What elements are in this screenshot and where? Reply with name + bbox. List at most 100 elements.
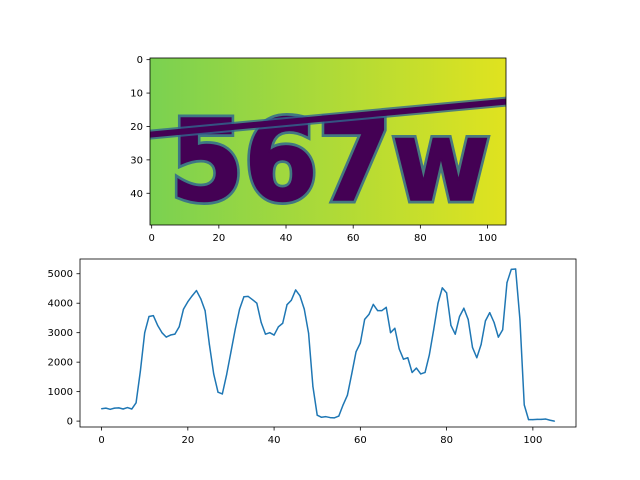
data-point (312, 385, 314, 387)
data-point (282, 322, 284, 324)
data-point (329, 416, 331, 419)
data-point (467, 318, 469, 321)
data-point (450, 324, 452, 326)
data-point (100, 408, 103, 410)
line-y-tick-label: 4000 (48, 299, 73, 310)
data-point (463, 307, 465, 309)
data-point (515, 268, 517, 270)
data-point (238, 308, 241, 310)
image-x-axis: 0 20 40 60 80 100 (148, 225, 497, 244)
line-x-tick-label: 80 (440, 435, 453, 446)
line-panel: 0 20 40 60 80 100 0 1000 2000 3000 4000 5000 (48, 258, 577, 446)
data-point (510, 268, 512, 270)
image-x-tick-label: 40 (280, 233, 293, 244)
line-x-tick-label: 60 (354, 435, 367, 446)
data-point (428, 354, 430, 356)
data-point (105, 407, 107, 409)
data-point (295, 289, 297, 291)
line-x-axis: 0 20 40 60 80 100 (98, 427, 542, 446)
data-point (540, 418, 543, 420)
line-x-tick-label: 100 (523, 435, 542, 446)
data-point (213, 373, 215, 375)
data-point (251, 299, 254, 301)
data-point (187, 301, 189, 303)
data-point (489, 312, 491, 314)
data-point (476, 357, 478, 359)
line-x-tick-label: 40 (268, 435, 281, 446)
data-point (221, 393, 223, 395)
data-point (364, 318, 366, 321)
data-point (441, 287, 443, 289)
data-point (113, 407, 116, 409)
line-x-tick-label: 20 (181, 435, 194, 446)
data-point (446, 292, 448, 294)
line-plot-frame (79, 258, 577, 428)
data-point (161, 332, 163, 334)
data-point (135, 402, 137, 404)
data-point (437, 302, 439, 304)
data-point (234, 328, 236, 330)
data-point (157, 324, 159, 326)
data-point (454, 333, 456, 335)
data-point (377, 309, 379, 312)
data-point (303, 308, 305, 310)
data-point (420, 373, 422, 375)
line-y-axis: 0 1000 2000 3000 4000 5000 (48, 269, 80, 428)
image-y-axis: 0 10 20 30 40 (130, 55, 150, 200)
data-point (204, 309, 206, 312)
strike-line (150, 98, 506, 138)
data-point (527, 419, 530, 421)
image-y-tick-label: 20 (130, 122, 143, 133)
data-point (338, 415, 340, 417)
data-point (402, 358, 405, 360)
data-point (256, 302, 258, 304)
data-point (320, 416, 323, 418)
data-point (394, 327, 396, 329)
line-y-tick-label: 1000 (48, 387, 73, 398)
data-point (191, 295, 193, 297)
data-point (355, 351, 357, 353)
line-x-tick-label: 0 (98, 435, 104, 446)
data-point (277, 326, 279, 328)
image-y-tick-label: 30 (130, 155, 143, 166)
data-point (195, 289, 198, 292)
data-point (493, 321, 495, 323)
data-point (118, 407, 120, 409)
image-frame (149, 57, 507, 226)
data-point (325, 416, 327, 418)
data-point (471, 346, 474, 349)
data-point (381, 309, 383, 312)
image-x-tick-label: 0 (148, 233, 154, 244)
data-point (148, 315, 150, 318)
data-point (260, 321, 262, 323)
data-point (368, 313, 370, 316)
data-point (523, 404, 525, 406)
data-point (372, 303, 374, 305)
data-point (174, 333, 176, 335)
data-point (458, 315, 461, 318)
data-point (411, 371, 413, 374)
data-point (532, 419, 534, 421)
series-points (100, 268, 556, 422)
data-point (243, 296, 245, 298)
data-point (299, 295, 301, 297)
data-point (269, 332, 271, 334)
data-point (484, 320, 487, 322)
data-point (346, 394, 349, 396)
data-point (226, 373, 228, 376)
data-point (333, 417, 336, 419)
data-point (433, 329, 435, 331)
data-point (553, 420, 556, 422)
image-y-tick-label: 10 (130, 89, 143, 100)
data-point (398, 348, 400, 350)
data-point (230, 351, 232, 353)
data-point (286, 304, 288, 306)
data-point (200, 298, 202, 300)
data-point (545, 418, 547, 420)
line-y-tick-label: 2000 (48, 358, 73, 369)
data-point (152, 314, 154, 317)
line-y-tick-label: 5000 (48, 269, 73, 280)
data-point (247, 295, 249, 298)
data-point (316, 414, 318, 416)
